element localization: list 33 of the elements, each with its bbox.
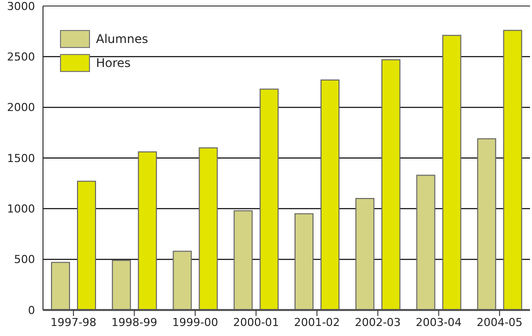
bar xyxy=(294,213,314,310)
y-tick-label: 2000 xyxy=(7,101,35,114)
bar xyxy=(138,151,157,310)
x-tick-label: 2004-05 xyxy=(476,316,523,329)
bar xyxy=(198,147,218,310)
bar xyxy=(77,180,96,310)
bar xyxy=(477,138,496,310)
bar xyxy=(503,30,522,310)
x-tick-label: 1997-98 xyxy=(50,316,96,329)
y-tick-label: 1000 xyxy=(7,202,35,216)
x-tick-label: 2002-03 xyxy=(354,316,401,329)
bar xyxy=(172,250,192,310)
bar xyxy=(416,174,436,310)
bar xyxy=(381,59,400,310)
legend-label: Hores xyxy=(95,55,132,72)
y-tick-label: 1500 xyxy=(7,152,35,165)
bar xyxy=(442,34,462,310)
x-tick-label: 2001-02 xyxy=(294,316,340,329)
bar xyxy=(320,79,340,310)
x-tick-label: 2003-04 xyxy=(416,316,462,329)
bar xyxy=(260,88,279,310)
bar xyxy=(355,198,374,310)
y-tick-label: 500 xyxy=(14,253,35,266)
bar xyxy=(112,260,131,310)
y-tick-label: 2500 xyxy=(7,50,35,64)
x-tick-label: 1999-00 xyxy=(172,316,218,329)
x-tick-label: 2000-01 xyxy=(233,316,280,329)
bar xyxy=(234,210,253,310)
bar xyxy=(51,262,70,310)
y-tick-label: 3000 xyxy=(7,0,35,13)
legend-label: Alumnes xyxy=(95,31,150,48)
x-tick-label: 1998-99 xyxy=(111,316,158,329)
y-tick-label: 0 xyxy=(28,304,35,317)
